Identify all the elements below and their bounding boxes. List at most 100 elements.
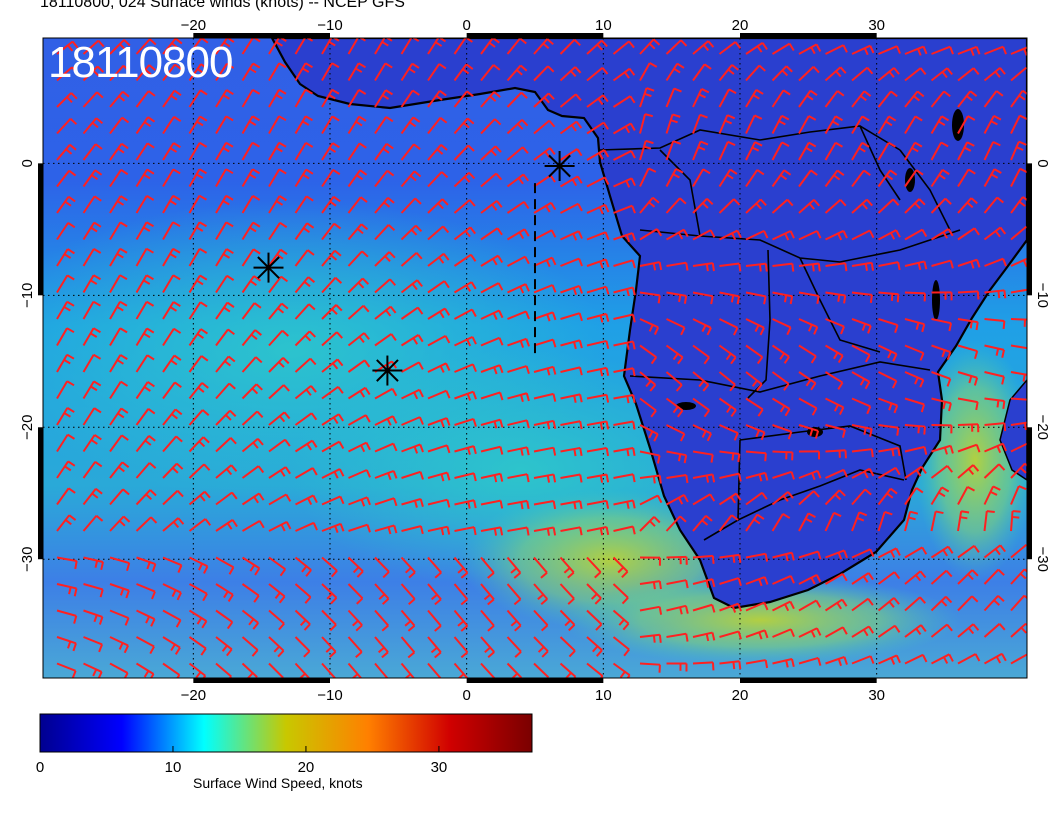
wind-barb xyxy=(639,424,659,442)
wind-barb xyxy=(453,226,477,241)
wind-barb xyxy=(957,397,979,411)
wind-barb xyxy=(453,90,474,108)
wind-barb xyxy=(454,308,477,320)
wind-barb xyxy=(241,141,260,161)
wind-barb xyxy=(294,276,316,294)
wind-barb xyxy=(984,45,1007,55)
wind-barb xyxy=(109,636,130,654)
wind-barb xyxy=(215,437,237,453)
wind-barb xyxy=(983,544,1006,559)
wind-barb xyxy=(215,274,235,294)
wind-barb xyxy=(877,198,900,214)
wind-barb xyxy=(824,66,847,82)
wind-barb xyxy=(904,424,926,435)
wind-barb xyxy=(639,318,660,336)
wind-barb xyxy=(453,63,474,82)
wind-barb xyxy=(1010,66,1027,82)
wind-barb xyxy=(878,547,901,559)
wind-barb xyxy=(188,221,207,241)
wind-barb xyxy=(294,222,315,241)
wind-barb xyxy=(904,653,928,665)
wind-barb xyxy=(904,445,928,455)
wind-barb xyxy=(745,659,769,669)
wind-barb xyxy=(506,583,522,606)
wind-barb xyxy=(1010,397,1027,401)
wind-barb xyxy=(586,556,602,579)
wind-barb xyxy=(241,329,262,347)
lon-label-top: 20 xyxy=(732,17,749,34)
wind-barb xyxy=(586,94,609,108)
wind-barb xyxy=(639,228,663,241)
wind-barb xyxy=(453,199,476,214)
wind-barb xyxy=(215,382,236,400)
wind-barb xyxy=(586,67,609,82)
wind-barb xyxy=(374,609,389,632)
wind-barb xyxy=(294,141,314,161)
wind-barb xyxy=(188,518,212,532)
wind-barb xyxy=(533,556,548,579)
wind-barb xyxy=(771,65,793,82)
wind-barb xyxy=(347,169,368,188)
wind-barb xyxy=(374,442,398,453)
wind-barb xyxy=(135,327,155,347)
wind-barb xyxy=(109,407,129,426)
wind-barb xyxy=(1010,462,1027,479)
wind-barb xyxy=(162,556,183,573)
wind-barb xyxy=(480,391,504,401)
wind-barb xyxy=(533,609,549,632)
wind-barb xyxy=(665,87,682,108)
wind-barb xyxy=(692,168,711,188)
wind-barb xyxy=(427,116,448,135)
lon-label-bottom: 30 xyxy=(868,687,885,704)
wind-barb xyxy=(374,387,398,400)
wind-barb xyxy=(507,337,530,348)
colorbar-tick-label: 0 xyxy=(36,759,44,776)
wind-barb xyxy=(560,312,583,322)
axis-bar-bottom xyxy=(740,678,877,683)
wind-barb xyxy=(798,262,821,272)
wind-barb xyxy=(215,194,234,214)
wind-barb xyxy=(347,89,367,108)
wind-barb xyxy=(162,435,183,453)
wind-barb xyxy=(692,371,710,392)
colorbar-ticks: 0 10 20 30 xyxy=(36,746,447,776)
wind-barb xyxy=(400,197,422,214)
wind-barb xyxy=(427,389,451,400)
wind-barb xyxy=(347,196,368,214)
wind-barb xyxy=(347,359,371,373)
wind-barb xyxy=(507,255,530,267)
wind-barb xyxy=(851,169,871,188)
wind-barb xyxy=(453,171,476,188)
wind-barb xyxy=(692,197,714,214)
wind-barb xyxy=(400,609,416,632)
wind-barb xyxy=(983,226,1007,241)
wind-barb xyxy=(639,556,661,566)
wind-barb xyxy=(931,291,953,301)
wind-barb xyxy=(930,510,944,532)
wind-barb xyxy=(454,472,477,482)
wind-barb xyxy=(162,662,181,678)
wind-barb xyxy=(215,248,234,267)
wind-barb xyxy=(109,221,128,241)
wind-barb xyxy=(930,595,953,612)
wind-barb xyxy=(745,371,763,392)
wind-barb xyxy=(613,367,636,377)
wind-barb xyxy=(347,115,367,135)
wind-barb xyxy=(347,662,363,678)
wind-barb xyxy=(745,344,764,365)
wind-barb xyxy=(507,283,530,294)
wind-barb xyxy=(83,636,103,653)
wind-barb xyxy=(533,583,548,606)
lon-label-top: 0 xyxy=(462,17,470,34)
wind-barb xyxy=(241,248,261,267)
wind-barb xyxy=(56,460,76,479)
wind-barb xyxy=(851,44,875,56)
wind-barb xyxy=(427,225,450,241)
wind-barb xyxy=(692,578,716,588)
wind-barb xyxy=(692,63,712,82)
wind-barb xyxy=(374,497,398,507)
wind-barb xyxy=(931,653,954,665)
wind-barb xyxy=(533,38,554,55)
wind-barb xyxy=(745,491,768,506)
wind-barb xyxy=(798,291,820,304)
